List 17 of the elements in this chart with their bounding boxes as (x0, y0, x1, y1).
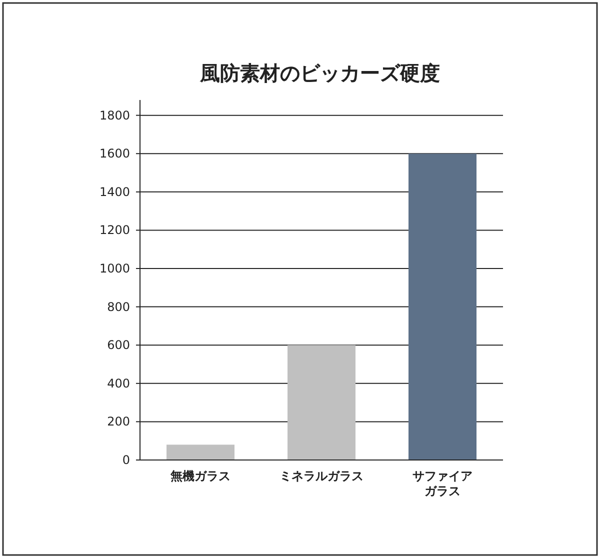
y-tick-label: 1200 (99, 223, 130, 238)
x-tick-label: サファイアガラス (412, 469, 472, 498)
y-tick-label: 1400 (99, 184, 130, 199)
y-tick-label: 1800 (99, 108, 130, 122)
bar (288, 345, 356, 460)
y-tick-label: 200 (107, 414, 130, 429)
y-tick-label: 1000 (99, 262, 130, 276)
x-tick-label: ミネラルガラス (280, 469, 364, 483)
bar (408, 154, 476, 460)
bar (166, 444, 234, 460)
y-tick-label: 400 (107, 376, 130, 390)
y-tick-label: 0 (122, 453, 130, 467)
y-tick-label: 800 (107, 300, 130, 314)
x-tick-label: 無機ガラス (170, 469, 230, 483)
y-tick-label: 1600 (99, 146, 130, 161)
chart-title: 風防素材のビッカーズ硬度 (199, 61, 440, 85)
y-tick-label: 600 (107, 338, 130, 352)
